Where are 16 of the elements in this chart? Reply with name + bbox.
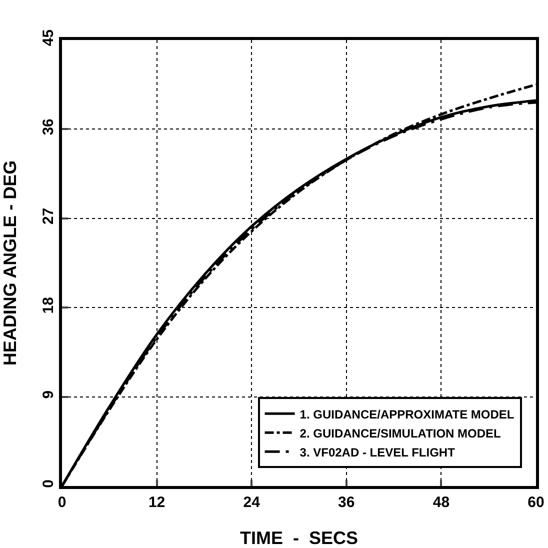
y-axis-title: HEADING ANGLE - DEG — [0, 160, 20, 366]
y-tick-label: 27 — [40, 208, 57, 224]
y-tick-label: 45 — [40, 29, 57, 46]
x-tick-label: 36 — [338, 494, 355, 511]
x-tick-label: 24 — [243, 494, 261, 511]
x-axis-title: TIME - SECS — [240, 528, 358, 548]
legend-label: 3. VF02AD - LEVEL FLIGHT — [300, 445, 456, 460]
y-tick-label: 0 — [40, 480, 57, 488]
legend-label: 1. GUIDANCE/APPROXIMATE MODEL — [300, 407, 514, 422]
x-tick-label: 60 — [528, 494, 544, 511]
x-tick-label: 48 — [432, 494, 450, 511]
x-tick-label: 12 — [148, 494, 166, 511]
y-tick-label: 36 — [40, 118, 57, 136]
y-tick-label: 18 — [40, 297, 57, 314]
legend-label: 2. GUIDANCE/SIMULATION MODEL — [300, 426, 501, 440]
y-tick-label: 9 — [40, 390, 57, 399]
